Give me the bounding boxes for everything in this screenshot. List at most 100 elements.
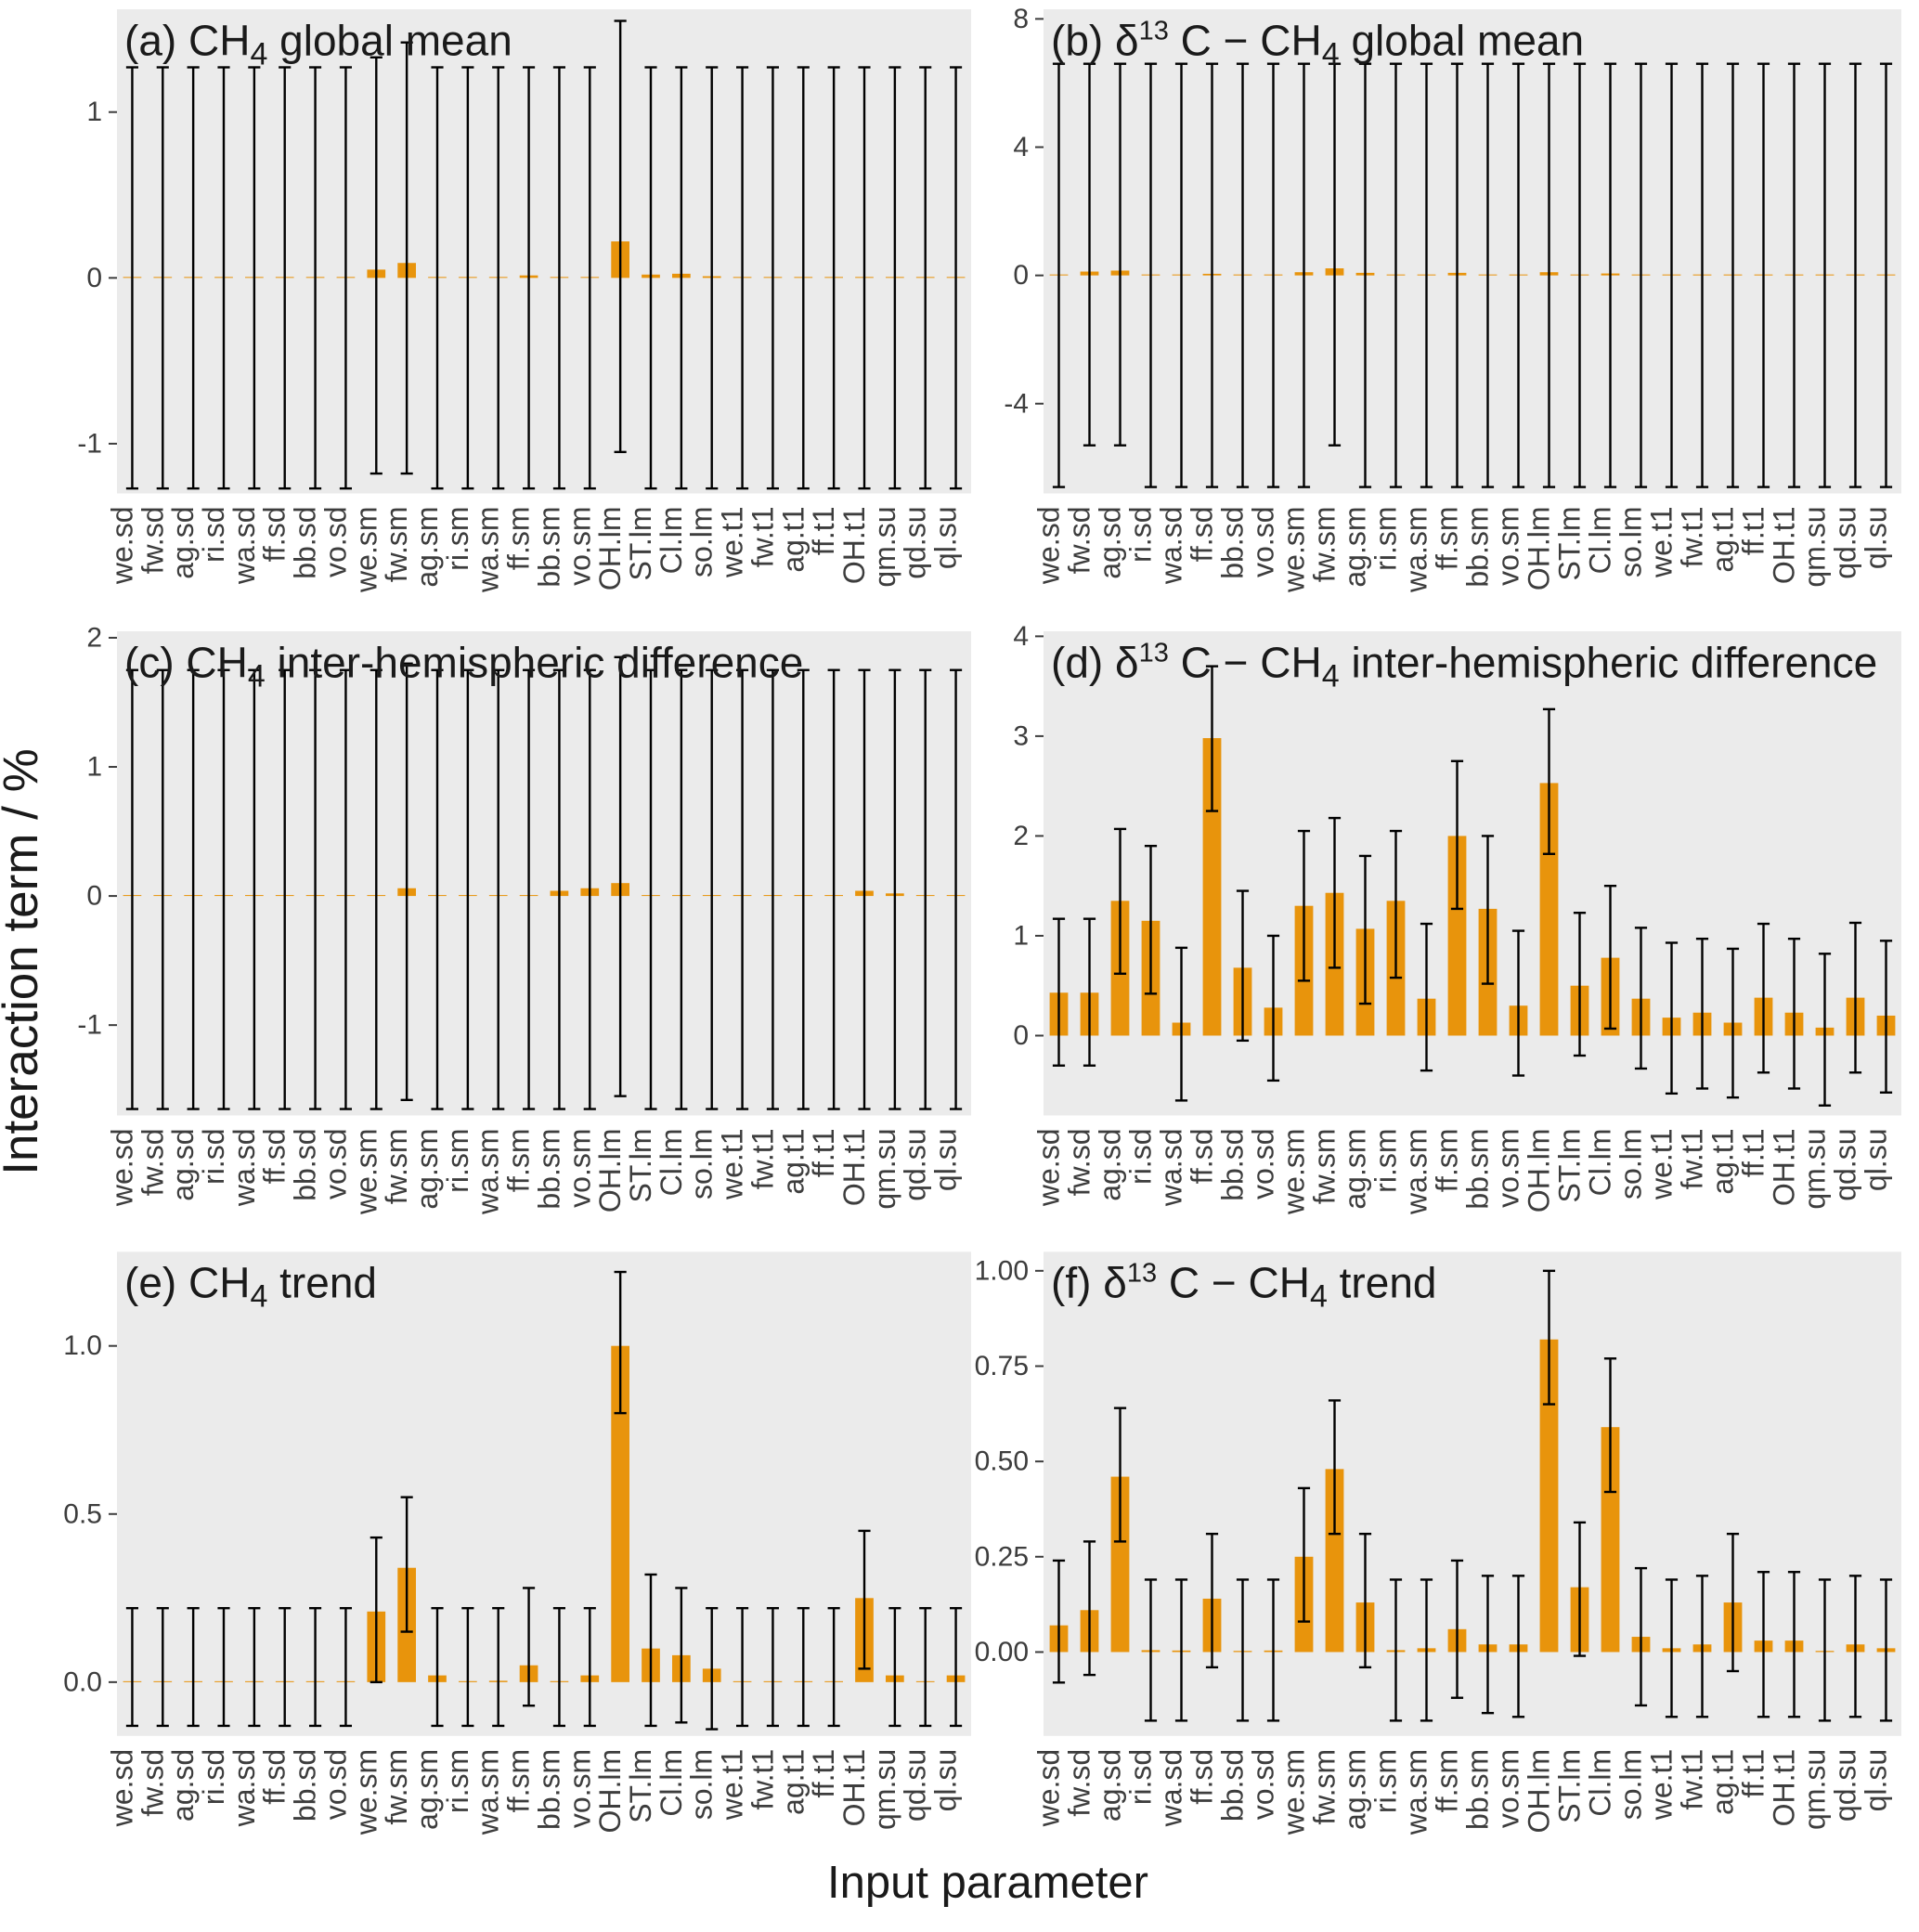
svg-text:fw.sd: fw.sd bbox=[1063, 507, 1096, 575]
svg-text:1: 1 bbox=[86, 752, 102, 783]
svg-text:OH.t1: OH.t1 bbox=[1768, 1749, 1801, 1827]
svg-text:ag.sd: ag.sd bbox=[166, 507, 200, 579]
svg-text:-4: -4 bbox=[1004, 388, 1029, 419]
svg-text:ag.sm: ag.sm bbox=[1339, 507, 1372, 588]
svg-text:qd.su: qd.su bbox=[1829, 507, 1862, 579]
svg-text:ri.sm: ri.sm bbox=[1369, 1129, 1403, 1193]
svg-text:vo.sm: vo.sm bbox=[563, 1749, 596, 1828]
svg-text:vo.sm: vo.sm bbox=[1492, 507, 1525, 586]
svg-text:qd.su: qd.su bbox=[899, 507, 932, 579]
svg-text:ag.sm: ag.sm bbox=[410, 507, 444, 588]
svg-text:wa.sm: wa.sm bbox=[472, 507, 505, 593]
svg-text:ri.sd: ri.sd bbox=[197, 1129, 230, 1185]
svg-text:ri.sd: ri.sd bbox=[1124, 507, 1158, 563]
svg-text:4: 4 bbox=[1013, 621, 1029, 652]
svg-text:fw.sd: fw.sd bbox=[136, 1749, 169, 1817]
svg-text:(d) δ13 C − CH4 inter-hemisphe: (d) δ13 C − CH4 inter-hemispheric differ… bbox=[1051, 638, 1877, 694]
svg-text:fw.sd: fw.sd bbox=[136, 1129, 169, 1197]
svg-text:ag.t1: ag.t1 bbox=[776, 1129, 810, 1195]
svg-text:ST.lm: ST.lm bbox=[1553, 1129, 1587, 1203]
svg-text:bb.sd: bb.sd bbox=[289, 507, 322, 579]
svg-text:2: 2 bbox=[1013, 821, 1029, 851]
svg-text:ag.sd: ag.sd bbox=[1094, 507, 1127, 579]
svg-text:vo.sm: vo.sm bbox=[1492, 1129, 1525, 1208]
svg-text:bb.sd: bb.sd bbox=[1216, 507, 1250, 579]
svg-text:OH.lm: OH.lm bbox=[593, 507, 627, 591]
svg-text:Cl.lm: Cl.lm bbox=[1584, 1129, 1617, 1197]
svg-text:vo.sd: vo.sd bbox=[318, 1129, 352, 1199]
svg-text:1.0: 1.0 bbox=[63, 1330, 102, 1361]
svg-text:OH.lm: OH.lm bbox=[1523, 1749, 1556, 1834]
svg-text:qd.su: qd.su bbox=[899, 1129, 932, 1201]
svg-text:bb.sm: bb.sm bbox=[1461, 1129, 1495, 1210]
svg-text:ff.t1: ff.t1 bbox=[807, 507, 840, 556]
svg-text:vo.sm: vo.sm bbox=[563, 1129, 596, 1208]
svg-text:ff.sd: ff.sd bbox=[258, 1749, 292, 1805]
svg-text:wa.sd: wa.sd bbox=[227, 507, 261, 586]
svg-text:so.lm: so.lm bbox=[685, 1749, 719, 1820]
svg-text:so.lm: so.lm bbox=[685, 1129, 719, 1199]
svg-text:wa.sd: wa.sd bbox=[1155, 1129, 1188, 1208]
svg-text:2: 2 bbox=[86, 622, 102, 653]
svg-text:(c) CH4 inter-hemispheric diff: (c) CH4 inter-hemispheric difference bbox=[124, 638, 803, 694]
svg-text:-1: -1 bbox=[77, 1010, 102, 1041]
svg-text:bb.sm: bb.sm bbox=[532, 1129, 565, 1210]
svg-text:(a) CH4 global mean: (a) CH4 global mean bbox=[124, 16, 512, 71]
svg-text:ST.lm: ST.lm bbox=[624, 1749, 657, 1823]
svg-text:qm.su: qm.su bbox=[868, 507, 901, 588]
svg-text:1: 1 bbox=[86, 97, 102, 127]
svg-text:we.t1: we.t1 bbox=[1645, 507, 1679, 578]
svg-text:we.sd: we.sd bbox=[105, 1129, 138, 1208]
svg-text:ag.sd: ag.sd bbox=[166, 1129, 200, 1201]
svg-text:fw.sd: fw.sd bbox=[1063, 1129, 1096, 1197]
svg-text:vo.sd: vo.sd bbox=[1247, 1749, 1280, 1820]
svg-text:0: 0 bbox=[1013, 1020, 1029, 1051]
svg-text:qm.su: qm.su bbox=[868, 1749, 901, 1830]
svg-text:(b) δ13 C − CH4 global mean: (b) δ13 C − CH4 global mean bbox=[1051, 16, 1584, 71]
svg-text:bb.sd: bb.sd bbox=[1216, 1129, 1250, 1201]
svg-text:we.sm: we.sm bbox=[349, 1129, 383, 1215]
svg-text:wa.sm: wa.sm bbox=[1400, 507, 1433, 593]
svg-text:ST.lm: ST.lm bbox=[624, 1129, 657, 1203]
svg-text:ff.sm: ff.sm bbox=[502, 507, 536, 571]
svg-text:bb.sd: bb.sd bbox=[289, 1749, 322, 1822]
svg-text:ag.sm: ag.sm bbox=[410, 1749, 444, 1830]
svg-text:ST.lm: ST.lm bbox=[1553, 507, 1587, 581]
svg-text:OH.lm: OH.lm bbox=[593, 1749, 627, 1834]
svg-text:3: 3 bbox=[1013, 720, 1029, 751]
svg-text:OH.t1: OH.t1 bbox=[1768, 507, 1801, 585]
svg-text:ff.sd: ff.sd bbox=[1186, 1129, 1219, 1185]
svg-text:we.t1: we.t1 bbox=[1645, 1129, 1679, 1200]
svg-text:ag.sm: ag.sm bbox=[1339, 1749, 1372, 1830]
svg-text:ST.lm: ST.lm bbox=[1553, 1749, 1587, 1823]
svg-text:ff.sd: ff.sd bbox=[258, 507, 292, 563]
svg-text:fw.t1: fw.t1 bbox=[1676, 507, 1709, 568]
svg-text:wa.sd: wa.sd bbox=[1155, 507, 1188, 586]
svg-text:we.sd: we.sd bbox=[1032, 507, 1066, 586]
svg-text:fw.t1: fw.t1 bbox=[1676, 1129, 1709, 1190]
svg-text:Cl.lm: Cl.lm bbox=[1584, 1749, 1617, 1817]
svg-text:ff.sd: ff.sd bbox=[1186, 507, 1219, 563]
svg-text:bb.sm: bb.sm bbox=[1461, 1749, 1495, 1830]
svg-text:4: 4 bbox=[1013, 132, 1029, 162]
svg-text:fw.sm: fw.sm bbox=[1308, 507, 1342, 583]
svg-text:bb.sm: bb.sm bbox=[532, 1749, 565, 1830]
svg-text:ri.sd: ri.sd bbox=[1124, 1749, 1158, 1805]
svg-text:ag.sm: ag.sm bbox=[410, 1129, 444, 1210]
svg-text:so.lm: so.lm bbox=[1614, 1129, 1648, 1199]
svg-text:wa.sd: wa.sd bbox=[227, 1749, 261, 1828]
svg-text:vo.sd: vo.sd bbox=[1247, 507, 1280, 577]
svg-text:Interaction term / %: Interaction term / % bbox=[0, 748, 48, 1175]
svg-text:ql.su: ql.su bbox=[1860, 1129, 1893, 1192]
svg-text:ff.sm: ff.sm bbox=[1431, 1749, 1464, 1813]
svg-text:ag.t1: ag.t1 bbox=[1706, 1749, 1740, 1815]
svg-text:ri.sd: ri.sd bbox=[197, 1749, 230, 1805]
svg-text:ff.sm: ff.sm bbox=[502, 1749, 536, 1813]
svg-text:OH.lm: OH.lm bbox=[1523, 507, 1556, 591]
svg-text:ql.su: ql.su bbox=[929, 1129, 963, 1192]
svg-text:ag.sm: ag.sm bbox=[1339, 1129, 1372, 1210]
svg-text:1.00: 1.00 bbox=[975, 1255, 1029, 1286]
svg-text:fw.sm: fw.sm bbox=[1308, 1129, 1342, 1205]
svg-text:we.t1: we.t1 bbox=[1645, 1749, 1679, 1821]
svg-text:wa.sd: wa.sd bbox=[227, 1129, 261, 1208]
